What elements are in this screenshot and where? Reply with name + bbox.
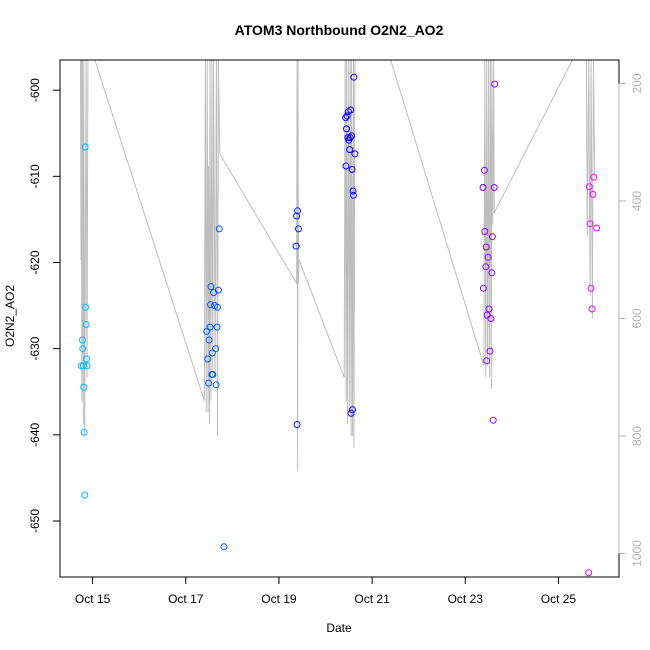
data-point: [203, 327, 211, 335]
y-tick-label: -650: [28, 509, 42, 533]
data-point: [482, 263, 490, 271]
data-point: [490, 184, 498, 191]
x-tick-label: Oct 21: [354, 592, 390, 606]
data-point: [214, 303, 221, 311]
data-point: [208, 349, 216, 357]
data-point: [209, 371, 217, 378]
data-point: [590, 173, 598, 181]
data-point: [347, 106, 355, 114]
x-tick-label: Oct 15: [75, 592, 111, 606]
data-point: [589, 190, 597, 198]
x-axis: Oct 15 Oct 17 Oct 19 Oct 21 Oct 23 Oct 25: [75, 576, 577, 606]
y-axis-title: O2N2_AO2: [3, 285, 17, 347]
data-point: [83, 355, 91, 363]
x-tick-label: Oct 19: [261, 592, 297, 606]
y-axis: -600 -610 -620 -630 -640 -650: [28, 78, 61, 533]
data-point: [585, 183, 593, 191]
data-point: [212, 381, 220, 389]
data-point: [342, 162, 350, 170]
data-point: [292, 242, 300, 250]
pressure-series-line: [80, 59, 596, 472]
data-point: [207, 283, 215, 291]
data-point: [587, 284, 595, 292]
y2-tick-label: 1000: [630, 540, 644, 567]
y-tick-label: -620: [28, 250, 42, 274]
data-point: [295, 225, 302, 233]
data-point: [80, 428, 88, 436]
data-point: [293, 212, 301, 220]
y2-axis: 200 400 600 800 1000: [618, 73, 644, 567]
data-point: [485, 305, 493, 313]
data-point: [80, 383, 88, 391]
data-point: [205, 336, 213, 344]
data-point: [214, 286, 222, 294]
x-tick-label: Oct 17: [168, 592, 204, 606]
data-point: [585, 569, 593, 577]
chart-title: ATOM3 Northbound O2N2_AO2: [235, 22, 444, 38]
data-point: [215, 225, 223, 233]
y2-tick-label: 400: [630, 191, 644, 211]
data-point: [487, 315, 495, 322]
x-tick-label: Oct 23: [448, 592, 484, 606]
y-tick-label: -630: [28, 336, 42, 360]
data-point: [81, 143, 89, 151]
data-point: [82, 321, 90, 328]
data-point: [342, 114, 350, 122]
y-tick-label: -610: [28, 164, 42, 188]
data-point: [481, 228, 489, 235]
data-point: [491, 80, 499, 88]
data-point: [79, 362, 87, 370]
data-point: [351, 150, 359, 158]
data-point: [480, 166, 488, 174]
data-point: [479, 184, 487, 191]
y2-tick-label: 800: [630, 426, 644, 446]
x-axis-title: Date: [326, 621, 352, 635]
data-point: [294, 207, 302, 215]
plot-frame: [59, 59, 620, 578]
data-point: [348, 132, 356, 140]
data-point: [82, 303, 90, 311]
data-point: [343, 112, 351, 120]
data-point: [482, 243, 490, 251]
data-point: [479, 284, 487, 292]
data-point: [586, 220, 594, 228]
y-tick-label: -640: [28, 422, 42, 446]
data-point: [350, 191, 357, 199]
data-point: [83, 362, 91, 370]
y2-tick-label: 600: [630, 308, 644, 328]
data-point: [346, 146, 354, 154]
y2-tick-label: 200: [630, 73, 644, 93]
points-layer: [77, 73, 601, 577]
data-point: [79, 345, 87, 353]
data-point: [350, 73, 358, 81]
data-point: [205, 379, 213, 387]
data-point: [593, 224, 601, 232]
data-point: [346, 134, 354, 142]
data-point: [588, 305, 596, 313]
data-point: [220, 543, 228, 551]
data-point: [293, 421, 301, 428]
data-point: [343, 125, 350, 133]
data-point: [212, 345, 220, 353]
data-point: [207, 301, 214, 309]
pressure-line-layer: [80, 59, 596, 472]
data-point: [78, 336, 86, 344]
data-point: [206, 323, 214, 331]
data-point: [349, 406, 356, 414]
data-point: [349, 187, 357, 195]
data-point: [484, 253, 492, 261]
data-point: [204, 355, 212, 363]
data-point: [486, 347, 494, 355]
data-point: [81, 491, 89, 499]
y-tick-label: -600: [28, 78, 42, 102]
data-point: [488, 269, 496, 277]
data-point: [213, 323, 221, 331]
data-point: [347, 409, 355, 417]
x-tick-label: Oct 25: [541, 592, 577, 606]
data-point: [488, 233, 496, 241]
data-point: [348, 165, 356, 173]
data-point: [483, 357, 491, 365]
data-point: [489, 416, 497, 424]
